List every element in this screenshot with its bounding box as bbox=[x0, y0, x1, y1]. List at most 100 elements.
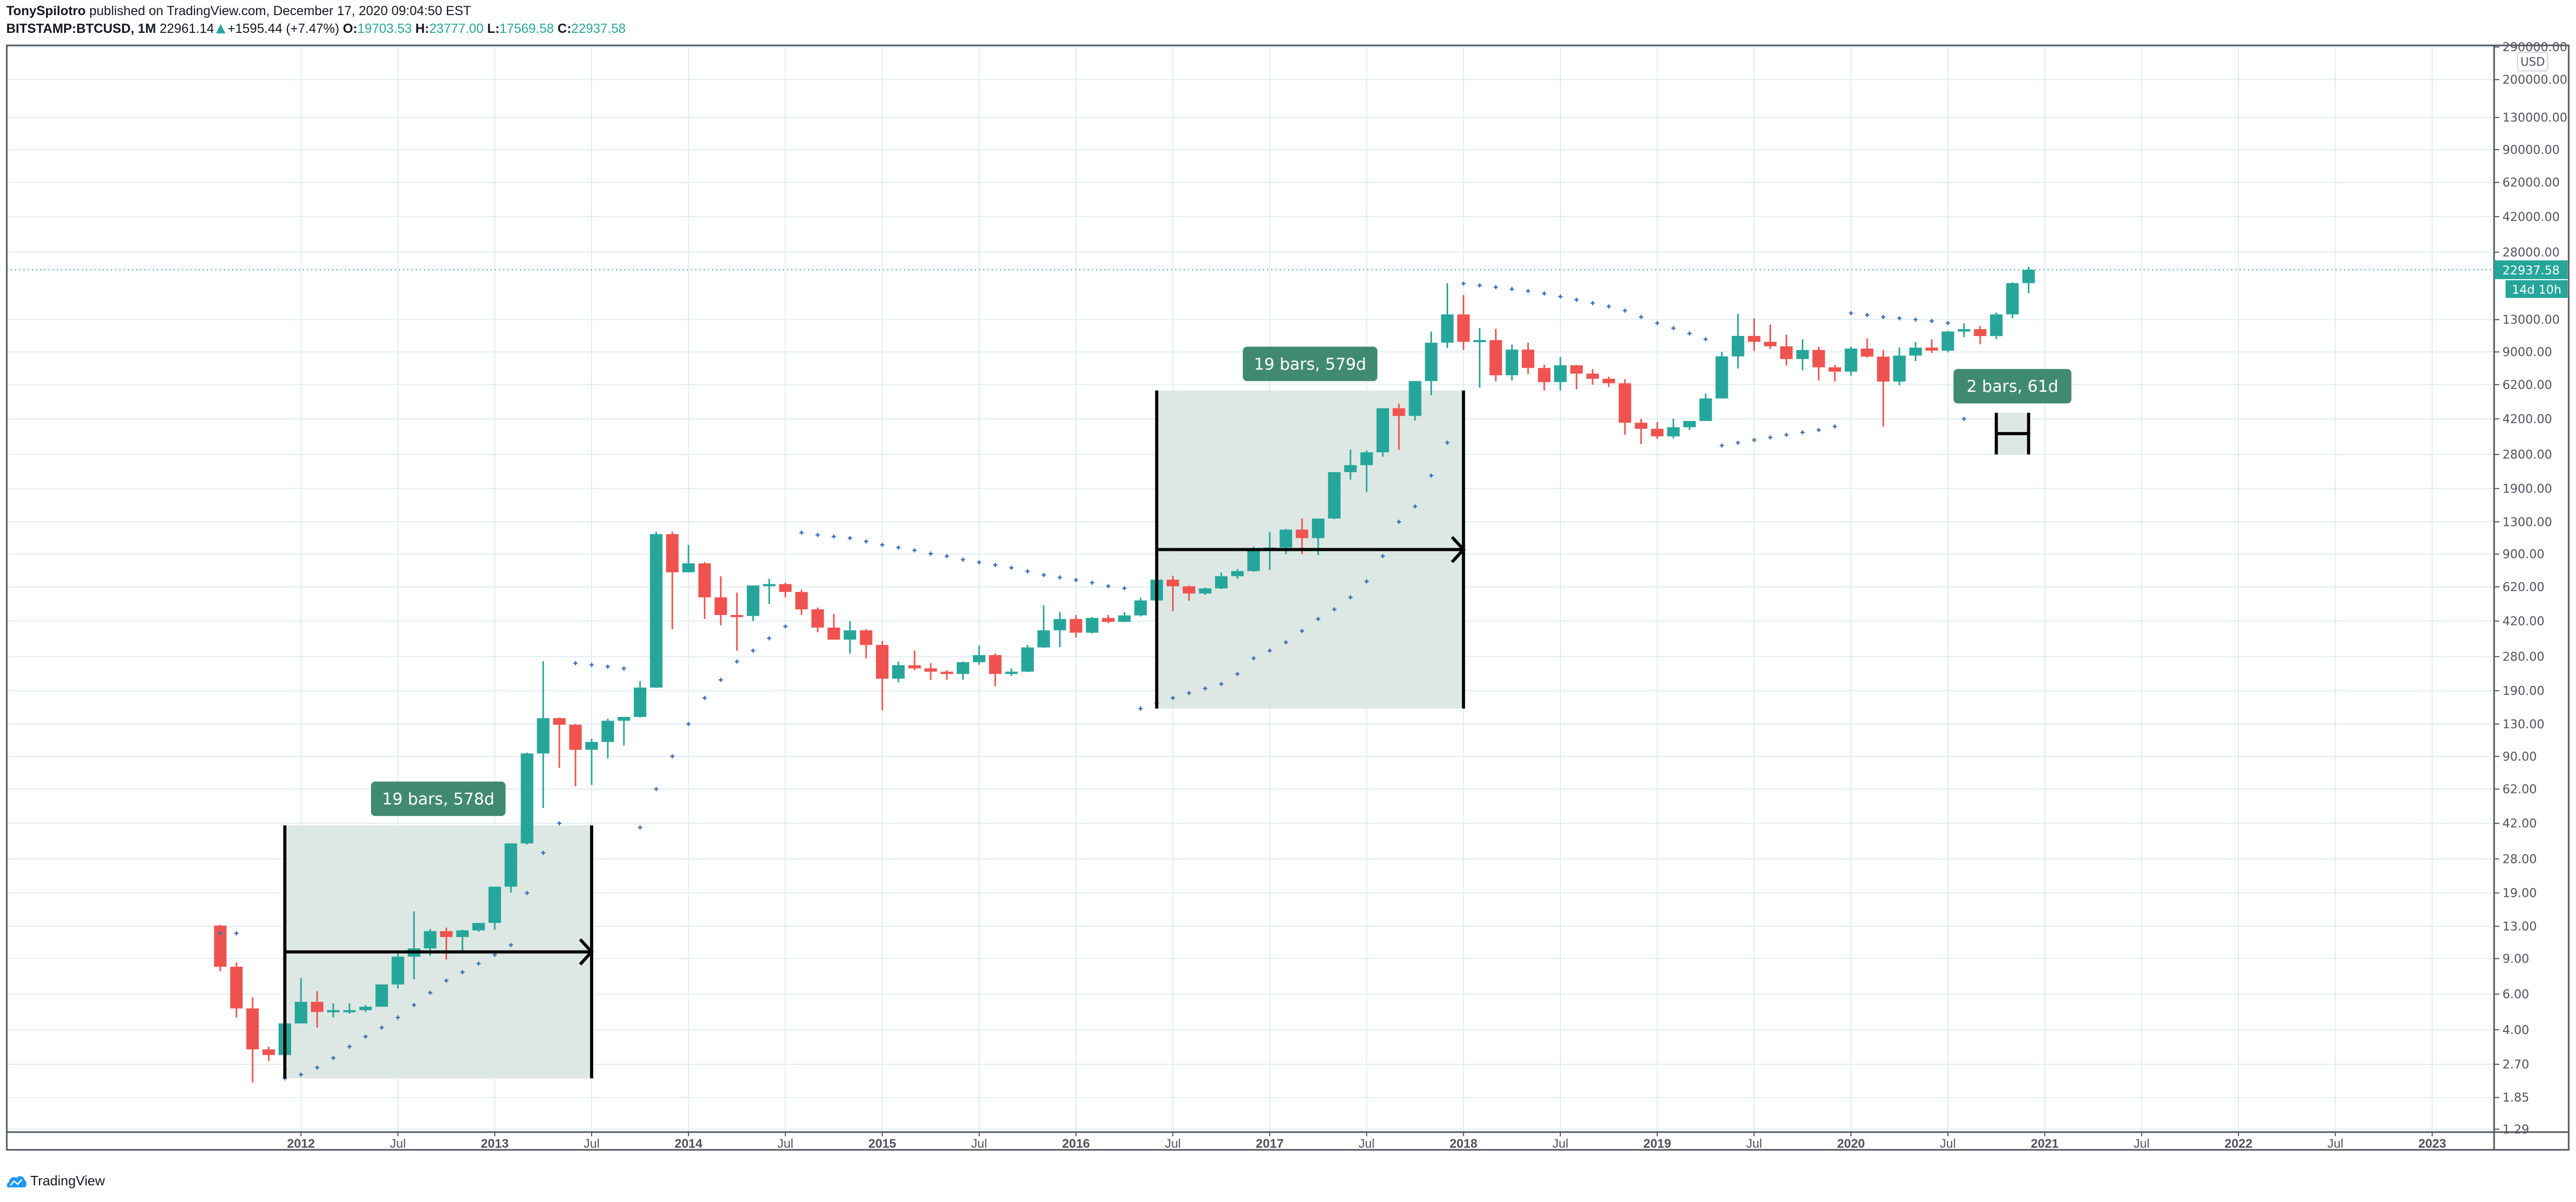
candle bbox=[1199, 587, 1212, 595]
candle bbox=[860, 629, 873, 658]
candle bbox=[1231, 569, 1244, 579]
range-label-text: 2 bars, 61d bbox=[1967, 377, 2059, 396]
time-tick-label: 2015 bbox=[869, 1137, 896, 1151]
candle bbox=[1344, 449, 1357, 480]
price-tick-label: 62000.00 bbox=[2502, 176, 2560, 190]
candle bbox=[763, 579, 776, 604]
candle bbox=[569, 724, 582, 787]
price-tick-label: 42.00 bbox=[2502, 817, 2537, 831]
range-arrow bbox=[1994, 413, 2030, 455]
candle bbox=[521, 752, 534, 845]
sar-point bbox=[1461, 281, 1466, 286]
sar-point bbox=[1268, 648, 1272, 653]
candle bbox=[601, 718, 615, 759]
sar-point bbox=[1574, 297, 1579, 302]
candle bbox=[472, 923, 485, 932]
candle bbox=[440, 928, 453, 960]
candle bbox=[1715, 352, 1728, 399]
time-axis[interactable]: 2012 Jul 2013 Jul 2014 Jul 2015 Jul 2016 Jul 2017 J… bbox=[287, 1132, 2446, 1151]
candle bbox=[1990, 312, 2003, 339]
sar-point bbox=[573, 661, 578, 666]
date-range-box[interactable]: 19 bars, 578d bbox=[285, 782, 592, 1079]
candle bbox=[1602, 377, 1615, 387]
sar-point bbox=[234, 931, 239, 935]
date-range-box[interactable]: 2 bars, 61d bbox=[1953, 369, 2072, 455]
open-value: 19703.53 bbox=[357, 21, 412, 36]
sar-point bbox=[864, 539, 869, 544]
sar-point bbox=[1009, 566, 1014, 570]
price-tick-label: 9000.00 bbox=[2502, 346, 2552, 359]
candle bbox=[1409, 381, 1422, 421]
candle bbox=[391, 954, 404, 989]
high-label: H: bbox=[415, 21, 429, 36]
sar-point bbox=[1784, 432, 1789, 437]
price-tick-label: 4.00 bbox=[2502, 1024, 2529, 1037]
candle bbox=[1376, 408, 1389, 457]
price-tick-label: 90000.00 bbox=[2502, 143, 2560, 157]
candle bbox=[310, 991, 323, 1028]
sar-point bbox=[1591, 300, 1595, 305]
sar-point bbox=[1558, 294, 1563, 299]
candle bbox=[230, 963, 243, 1018]
candle bbox=[488, 886, 501, 930]
sar-point bbox=[1703, 337, 1708, 342]
candle bbox=[1812, 347, 1825, 381]
sar-point bbox=[622, 666, 626, 671]
price-tick-label: 420.00 bbox=[2502, 615, 2544, 628]
candle bbox=[1909, 342, 1922, 362]
sar-point bbox=[896, 545, 901, 550]
sar-point bbox=[1929, 319, 1934, 323]
brand-name: TradingView bbox=[30, 1173, 105, 1188]
sar-point bbox=[1736, 440, 1740, 445]
candle bbox=[1634, 418, 1647, 444]
sar-point bbox=[993, 563, 997, 568]
candle bbox=[989, 653, 1002, 687]
candle bbox=[375, 984, 388, 1007]
candle bbox=[1053, 612, 1066, 647]
price-tick-label: 9.00 bbox=[2502, 952, 2529, 966]
tradingview-watermark[interactable]: TradingView bbox=[6, 1173, 105, 1189]
sar-point bbox=[218, 931, 223, 935]
candle bbox=[1118, 612, 1131, 622]
candle bbox=[649, 532, 663, 688]
sar-point bbox=[1122, 586, 1127, 591]
candle bbox=[1522, 342, 1535, 374]
candle bbox=[1780, 334, 1793, 366]
candle bbox=[730, 593, 743, 651]
candle bbox=[1441, 283, 1454, 348]
last-price: 22961.14 bbox=[159, 21, 214, 36]
candle bbox=[1506, 344, 1519, 381]
date-range-annotations[interactable]: 19 bars, 578d 19 bars, 579d 2 bars, 61d bbox=[285, 346, 2072, 1079]
sar-point bbox=[767, 636, 772, 641]
price-tick-label: 19.00 bbox=[2502, 887, 2537, 900]
time-tick-label: Jul bbox=[1358, 1137, 1375, 1151]
price-axis[interactable]: 290000.00200000.00130000.0090000.0062000… bbox=[2494, 41, 2568, 1136]
candle bbox=[585, 738, 598, 785]
sar-point bbox=[1526, 289, 1531, 293]
candle bbox=[941, 670, 953, 680]
sar-point bbox=[718, 678, 723, 682]
sar-point bbox=[637, 825, 642, 830]
sar-point bbox=[1945, 321, 1950, 326]
sar-point bbox=[1413, 504, 1417, 509]
sar-point bbox=[1494, 285, 1498, 290]
chart-grid bbox=[7, 45, 2494, 1132]
candle bbox=[698, 562, 711, 619]
price-tick-label: 1900.00 bbox=[2502, 482, 2552, 496]
sar-point bbox=[1719, 443, 1724, 448]
sar-point bbox=[1671, 326, 1676, 330]
candle bbox=[1893, 347, 1906, 386]
time-tick-label: Jul bbox=[1940, 1137, 1956, 1151]
bar-countdown-text: 14d 10h bbox=[2512, 283, 2561, 297]
sar-point bbox=[1203, 686, 1208, 691]
sar-point bbox=[1622, 308, 1627, 313]
candle bbox=[1473, 328, 1486, 388]
author-name[interactable]: TonySpilotro bbox=[6, 4, 86, 18]
currency-badge[interactable] bbox=[2517, 52, 2548, 71]
candle bbox=[1764, 324, 1777, 349]
sar-point bbox=[1332, 607, 1337, 611]
sar-point bbox=[1187, 691, 1191, 695]
candle bbox=[1941, 330, 1954, 353]
price-change: +1595.44 (+7.47%) bbox=[227, 21, 340, 36]
